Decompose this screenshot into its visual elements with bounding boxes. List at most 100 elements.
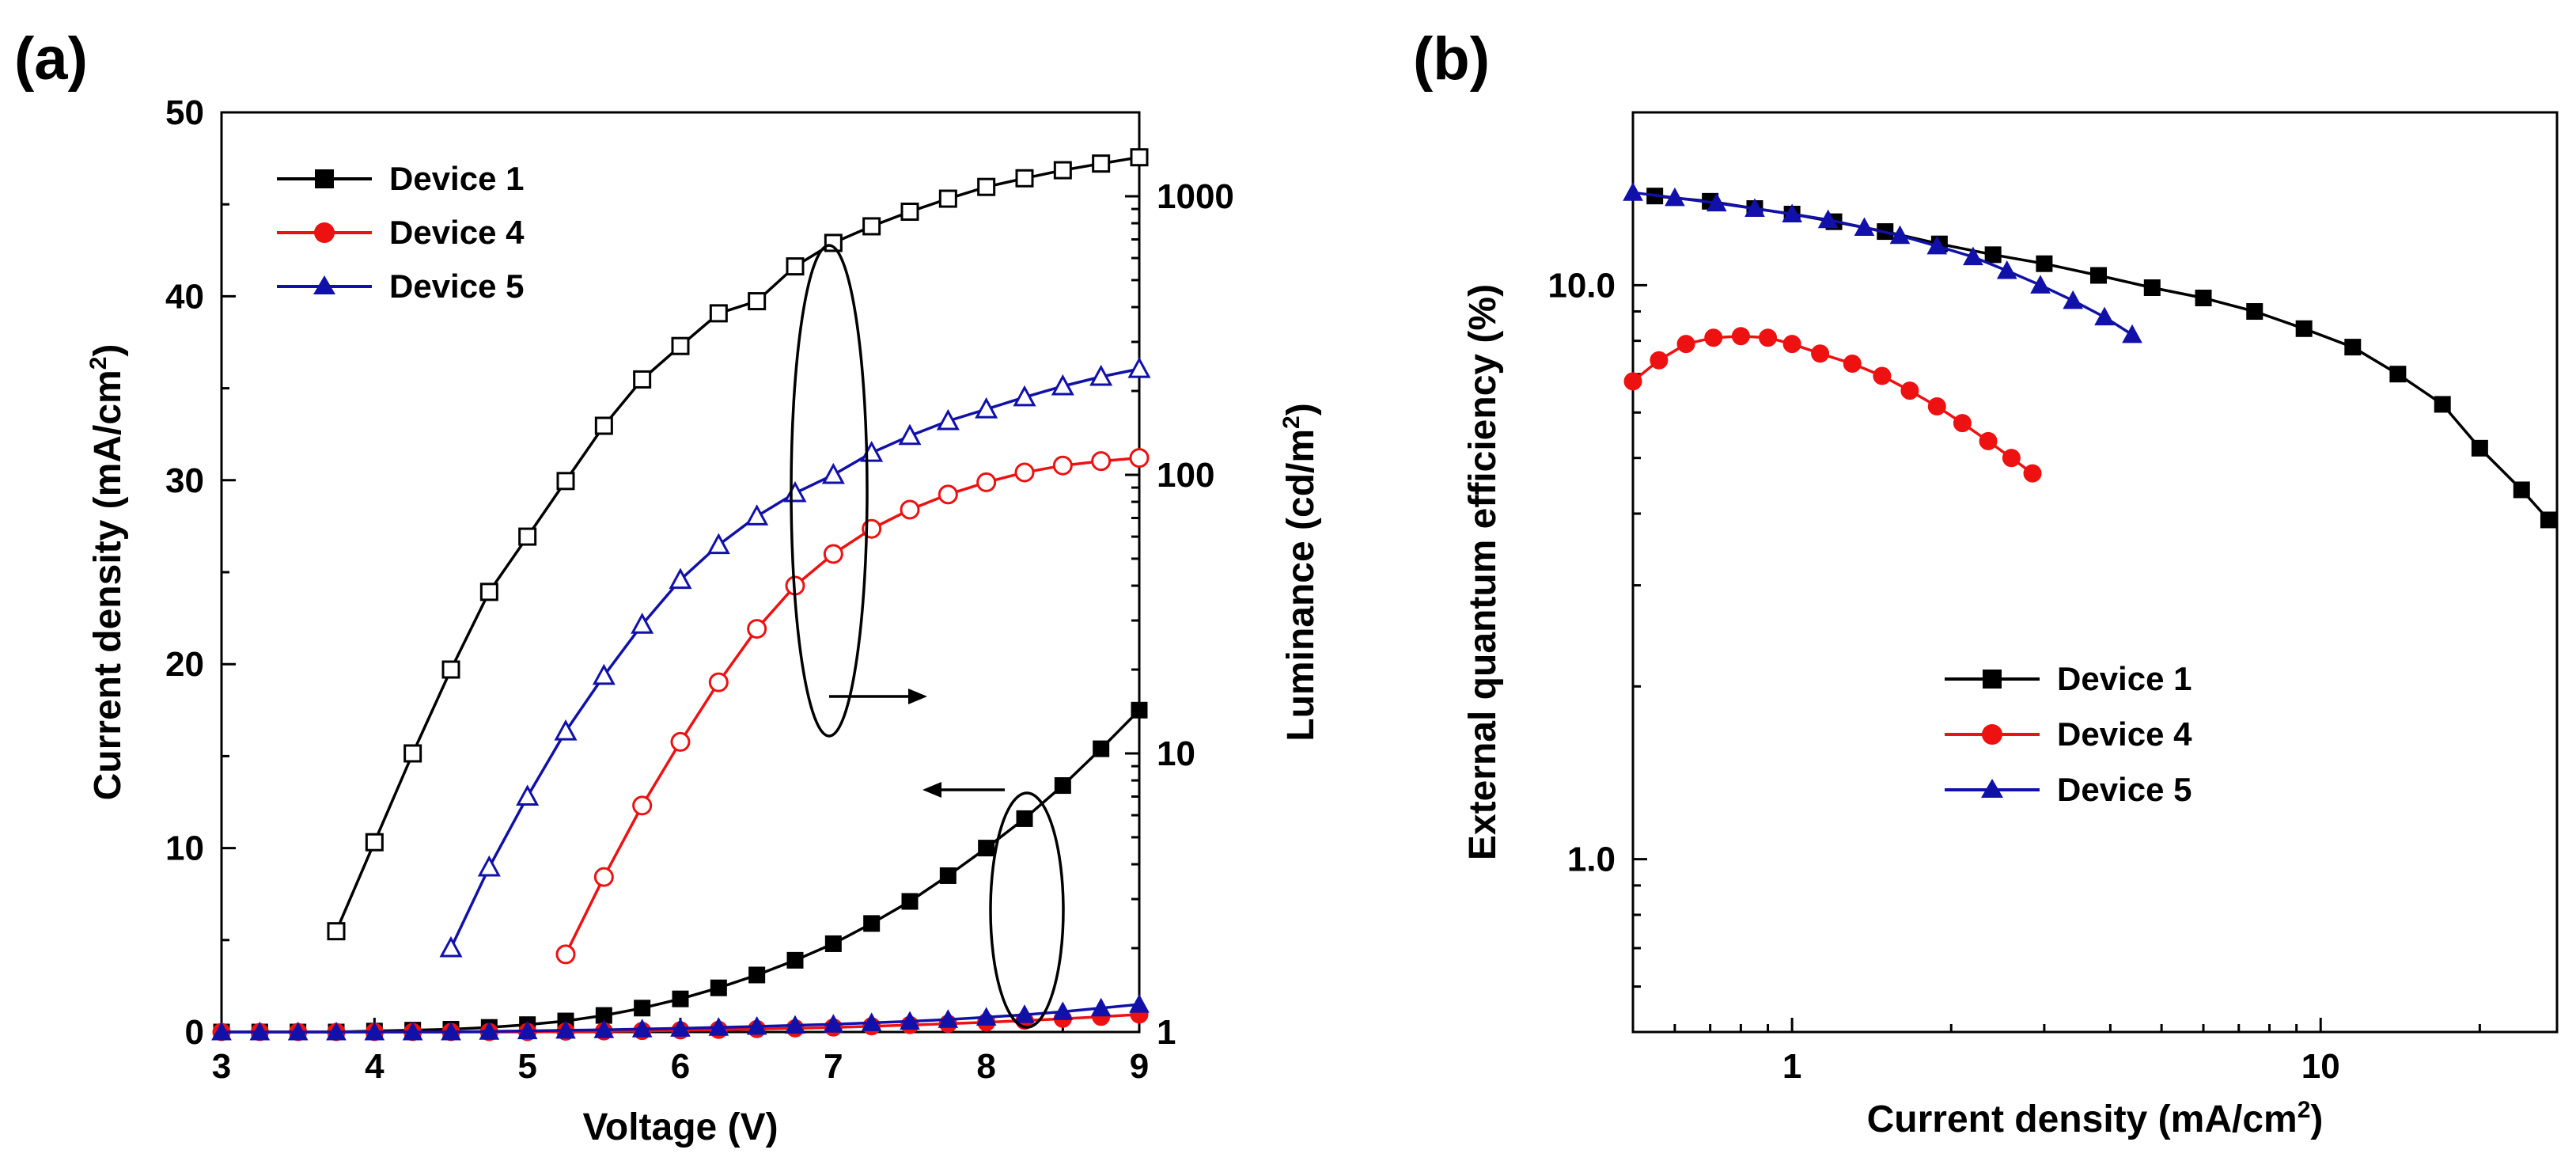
- a-point-1-13: [824, 233, 843, 252]
- b-point-2-2: [1706, 192, 1727, 212]
- a-point-5-12: [898, 423, 922, 446]
- a-point-4-22: [1052, 1001, 1074, 1020]
- legend-b-marker-device-5: [1981, 779, 2003, 798]
- legend-label-device-1: Device 1: [389, 160, 524, 197]
- a-point-5-17: [1089, 364, 1113, 386]
- a-point-3-0: [555, 944, 576, 965]
- a-point-0-15: [786, 951, 804, 969]
- a-point-3-7: [823, 544, 843, 564]
- panel-b-legend: Device 1 Device 4 Device 5: [1945, 660, 2192, 808]
- b-point-2-10: [1996, 260, 2017, 279]
- b-point-1-1: [1650, 351, 1669, 370]
- a-point-4-7: [479, 1021, 500, 1040]
- legend-b-entry-device-4: Device 4: [1945, 715, 2192, 753]
- a-point-1-8: [633, 370, 652, 389]
- a-y-tick-label-10: 10: [165, 829, 204, 868]
- a-point-5-0: [439, 935, 463, 958]
- a-point-4-21: [1014, 1004, 1035, 1023]
- a-point-5-13: [936, 408, 960, 431]
- panel-a-legend: Device 1 Device 4 Device 5: [277, 160, 525, 305]
- b-point-0-16: [2434, 396, 2451, 413]
- b-point-1-14: [2002, 449, 2021, 468]
- b-y-tick-label-1.0: 1.0: [1567, 840, 1616, 879]
- legend-entry-device-1: Device 1: [277, 160, 524, 197]
- b-point-1-4: [1731, 327, 1750, 346]
- a-series-line-1: [335, 155, 1140, 932]
- a-point-0-16: [824, 935, 842, 952]
- a-point-1-2: [403, 744, 422, 763]
- b-series-2: [1623, 182, 2142, 343]
- panel-a-y-ticks: 0 10 20 30 40 50: [165, 93, 236, 1052]
- a-point-5-6: [669, 567, 692, 590]
- panel-a-x-axis-title: Voltage (V): [582, 1106, 778, 1148]
- panel-a-y2-ticks: 1 10 100 1000: [1125, 111, 1234, 1052]
- panel-a-label: (a): [14, 25, 88, 93]
- b-point-0-13: [2295, 320, 2313, 337]
- a-point-1-0: [327, 922, 346, 941]
- b-x-tick-label-1: 1: [1782, 1047, 1801, 1086]
- luminance-group-ellipse: [790, 244, 869, 738]
- a-point-5-3: [554, 719, 578, 741]
- a-y-tick-label-50: 50: [165, 93, 204, 132]
- b-point-1-15: [2023, 464, 2042, 483]
- a-point-4-5: [402, 1021, 423, 1041]
- a-series-1: [327, 148, 1149, 941]
- a-point-5-8: [745, 504, 769, 525]
- legend-b-entry-device-1: Device 1: [1945, 660, 2191, 697]
- b-point-0-15: [2389, 366, 2407, 383]
- b-point-2-14: [2122, 324, 2142, 343]
- a-point-1-16: [938, 189, 957, 208]
- panel-b-plot-frame: [1631, 111, 2559, 1034]
- a-series-line-3: [564, 456, 1140, 955]
- b-point-0-18: [2513, 481, 2530, 499]
- b-point-1-10: [1900, 381, 1919, 400]
- b-point-1-5: [1759, 328, 1778, 347]
- b-point-2-4: [1782, 203, 1802, 223]
- a-point-3-11: [976, 472, 997, 492]
- a-point-4-16: [823, 1014, 844, 1033]
- a-x-tick-label-3: 3: [212, 1047, 231, 1086]
- panel-b-y-ticks: 1.0 10.0: [1547, 111, 1647, 988]
- a-point-4-6: [441, 1021, 461, 1041]
- b-point-1-8: [1843, 354, 1862, 373]
- a-point-5-16: [1051, 374, 1074, 396]
- a-point-1-17: [977, 177, 996, 196]
- a-point-0-22: [1054, 777, 1071, 795]
- a-point-5-14: [975, 396, 998, 419]
- a-point-5-1: [477, 855, 501, 877]
- a-point-0-19: [939, 867, 957, 884]
- legend-entry-device-4: Device 4: [277, 214, 525, 251]
- b-point-1-0: [1623, 372, 1642, 391]
- b-point-0-14: [2344, 339, 2362, 356]
- panel-a-y2-axis-title: Luminance (cd/m2): [1279, 403, 1322, 741]
- panel-b: (b) 1 10 1.0 10.0 Current density (mA/cm2)…: [1413, 25, 2559, 1140]
- a-point-0-11: [634, 1000, 651, 1017]
- b-point-0-19: [2540, 511, 2557, 529]
- a-point-0-21: [1016, 810, 1033, 827]
- a-point-4-0: [211, 1021, 232, 1041]
- a-point-4-14: [746, 1015, 767, 1035]
- a-point-4-11: [631, 1019, 653, 1038]
- b-y-tick-label-10.0: 10.0: [1547, 266, 1616, 305]
- a-point-3-2: [632, 795, 653, 816]
- legend-label-device-5: Device 5: [389, 267, 524, 305]
- b-point-1-7: [1811, 344, 1830, 363]
- b-point-2-8: [1926, 235, 1948, 255]
- b-point-0-10: [2143, 279, 2161, 297]
- legend-b-marker-device-4: [1982, 724, 2002, 745]
- a-point-1-4: [479, 582, 498, 601]
- a-y-tick-label-40: 40: [165, 277, 204, 316]
- a-point-0-18: [901, 893, 919, 910]
- a-y-tick-label-20: 20: [165, 645, 204, 684]
- a-point-3-14: [1091, 451, 1112, 472]
- a-point-1-19: [1053, 161, 1072, 180]
- legend-entry-device-5: Device 5: [277, 267, 524, 305]
- a-series-3: [555, 448, 1150, 965]
- legend-marker-device-5: [313, 275, 335, 294]
- a-point-3-5: [747, 619, 767, 639]
- b-point-0-8: [2036, 255, 2053, 272]
- panel-b-x-axis-title: Current density (mA/cm2): [1867, 1097, 2324, 1140]
- a-y-tick-label-30: 30: [165, 461, 204, 500]
- a-point-1-5: [518, 527, 537, 546]
